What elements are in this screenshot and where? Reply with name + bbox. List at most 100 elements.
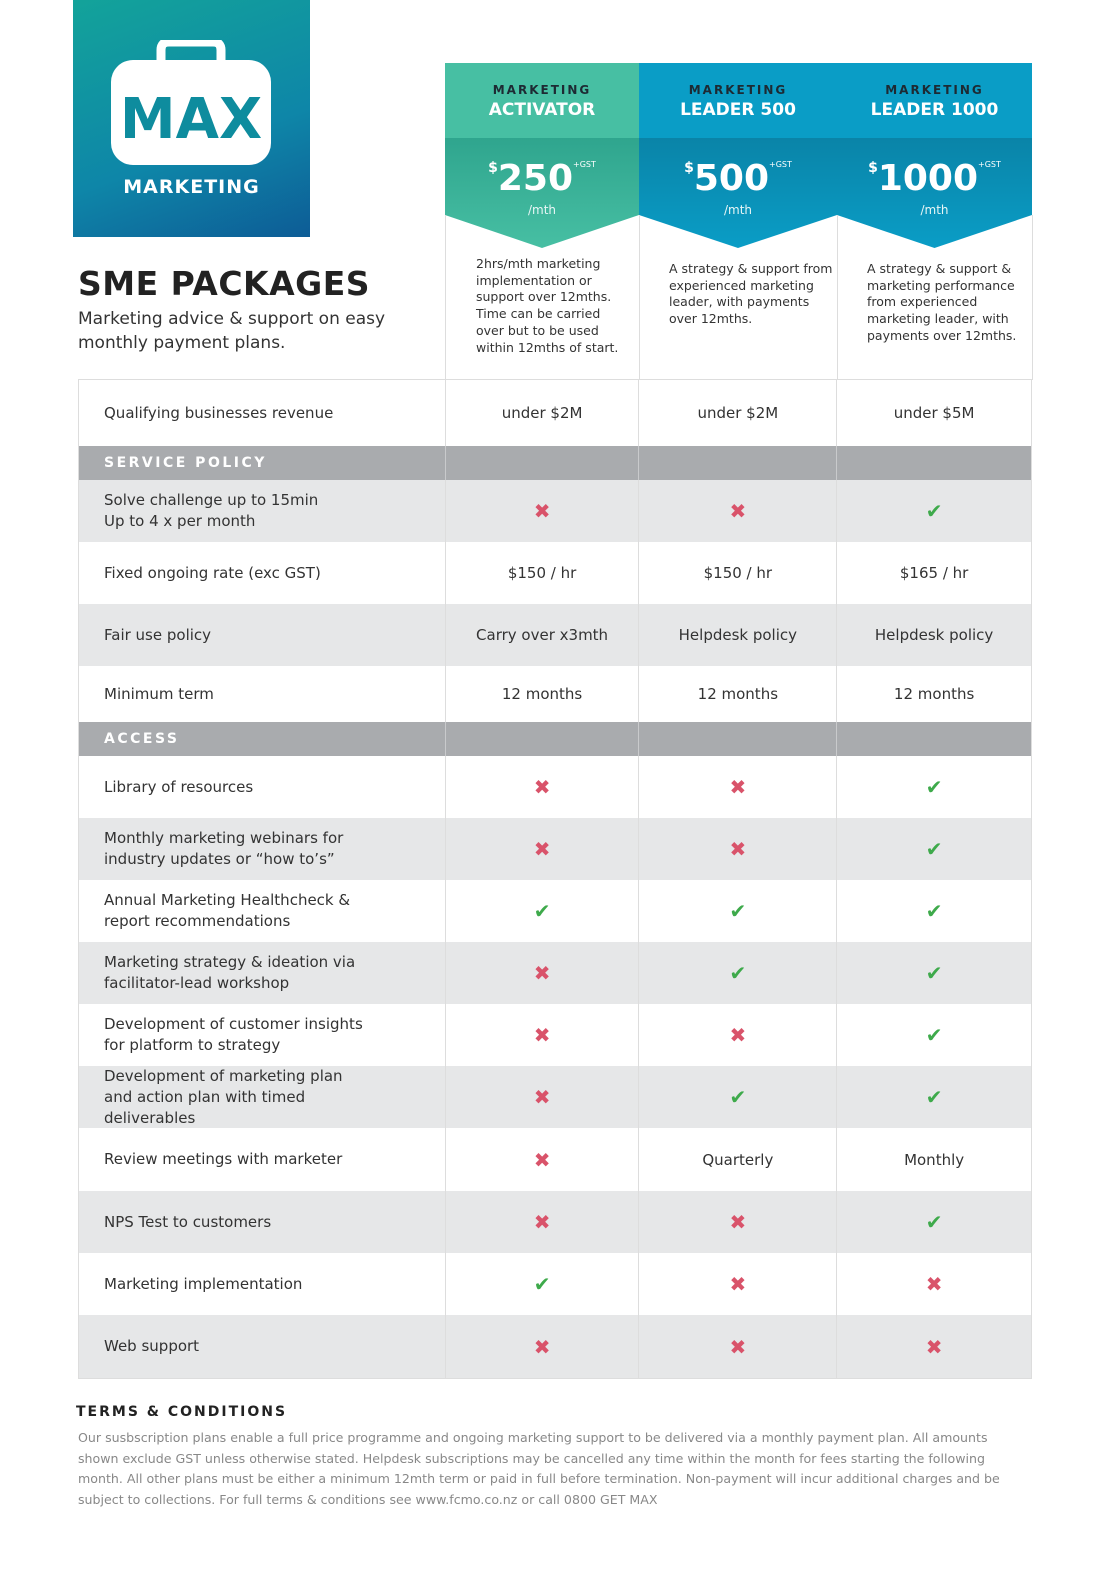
cross-icon: ✖ <box>533 1334 551 1359</box>
table-row: Minimum term 12 months 12 months 12 months <box>79 666 1031 722</box>
feature-label: Development of customer insights for pla… <box>79 1004 446 1066</box>
table-row: Fair use policy Carry over x3mth Helpdesk … <box>79 604 1031 666</box>
check-icon: ✔ <box>925 775 943 799</box>
plan-header: MARKETING LEADER 500 $500+GST /mth <box>639 63 837 248</box>
feature-label: Development of marketing plan and action… <box>79 1066 446 1128</box>
check-icon: ✔ <box>729 1085 747 1109</box>
feature-value: Carry over x3mth <box>446 604 640 666</box>
check-icon: ✔ <box>533 899 551 923</box>
feature-label: NPS Test to customers <box>79 1191 446 1253</box>
table-row: Web support ✖ ✖ ✖ <box>79 1315 1031 1378</box>
table-row: Library of resources ✖ ✖ ✔ <box>79 756 1031 818</box>
feature-label: Minimum term <box>79 666 446 722</box>
feature-value: Helpdesk policy <box>874 626 994 644</box>
column-divider <box>639 215 640 380</box>
cross-icon: ✖ <box>533 1023 551 1047</box>
cross-icon: ✖ <box>729 1023 747 1047</box>
table-row: NPS Test to customers ✖ ✖ ✔ <box>79 1191 1031 1253</box>
feature-value: $150 / hr <box>639 542 838 604</box>
table-row: Fixed ongoing rate (exc GST) $150 / hr $15… <box>79 542 1031 604</box>
cross-icon: ✖ <box>533 1085 551 1109</box>
table-row: Development of marketing plan and action… <box>79 1066 1031 1128</box>
feature-label: Web support <box>79 1315 446 1378</box>
cross-icon: ✖ <box>533 1210 551 1234</box>
plan-price: $1000+GST <box>868 158 1001 199</box>
logo-subtitle: MARKETING <box>123 176 260 198</box>
feature-label: Fair use policy <box>79 604 446 666</box>
section-title: SERVICE POLICY <box>79 446 446 480</box>
table-row: Marketing implementation ✔ ✖ ✖ <box>79 1253 1031 1315</box>
cross-icon: ✖ <box>729 775 747 799</box>
check-icon: ✔ <box>533 1272 551 1296</box>
cross-icon: ✖ <box>533 1147 551 1172</box>
terms-text: Our susbscription plans enable a full pr… <box>78 1430 1000 1507</box>
cross-icon: ✖ <box>925 1334 943 1359</box>
briefcase-icon: MAX <box>111 40 271 165</box>
plan-name: LEADER 1000 <box>870 100 999 120</box>
cross-icon: ✖ <box>729 1272 747 1296</box>
check-icon: ✔ <box>925 1023 943 1047</box>
check-icon: ✔ <box>925 1085 943 1109</box>
feature-value: $165 / hr <box>899 564 969 582</box>
feature-label: Solve challenge up to 15min Up to 4 x pe… <box>79 480 446 542</box>
table-row: Marketing strategy & ideation via facili… <box>79 942 1031 1004</box>
comparison-table: Qualifying businesses revenue under $2M un… <box>78 379 1032 1379</box>
plan-description: 2hrs/mth marketing implementation or sup… <box>476 256 619 355</box>
table-row: Development of customer insights for pla… <box>79 1004 1031 1066</box>
table-row: Monthly marketing webinars for industry … <box>79 818 1031 880</box>
check-icon: ✔ <box>925 1210 943 1234</box>
check-icon: ✔ <box>729 899 747 923</box>
page-subtitle: Marketing advice & support on easy month… <box>78 309 386 353</box>
plan-price: $500+GST <box>684 158 792 199</box>
plan-kicker: MARKETING <box>688 83 788 97</box>
feature-value: under $5M <box>893 404 975 422</box>
feature-label: Library of resources <box>79 756 446 818</box>
check-icon: ✔ <box>729 961 747 985</box>
feature-label: Review meetings with marketer <box>79 1128 446 1191</box>
plan-name: LEADER 500 <box>680 100 796 120</box>
feature-label: Annual Marketing Healthcheck & report re… <box>79 880 446 942</box>
table-row: Annual Marketing Healthcheck & report re… <box>79 880 1031 942</box>
feature-label: Marketing strategy & ideation via facili… <box>79 942 446 1004</box>
cross-icon: ✖ <box>729 1210 747 1234</box>
feature-value: 12 months <box>893 685 975 703</box>
column-divider <box>1032 215 1033 380</box>
plan-kicker: MARKETING <box>885 83 984 97</box>
plan-header: MARKETING ACTIVATOR $250+GST /mth <box>445 63 639 248</box>
column-divider <box>445 215 446 380</box>
cross-icon: ✖ <box>533 499 551 523</box>
plan-period: /mth <box>920 203 949 217</box>
page-title: SME PACKAGES <box>78 264 371 303</box>
check-icon: ✔ <box>925 961 943 985</box>
cross-icon: ✖ <box>729 837 747 861</box>
feature-value: 12 months <box>446 666 640 722</box>
terms-title: TERMS & CONDITIONS <box>76 1404 288 1420</box>
plan-kicker: MARKETING <box>492 83 592 97</box>
plan-period: /mth <box>723 203 753 217</box>
feature-value: Monthly <box>904 1150 965 1169</box>
plan-price: $250+GST <box>488 158 596 199</box>
cross-icon: ✖ <box>533 837 551 861</box>
table-row: Review meetings with marketer ✖ Quarterly M… <box>79 1128 1031 1191</box>
feature-label: Marketing implementation <box>79 1253 446 1315</box>
table-row: Qualifying businesses revenue under $2M un… <box>79 380 1031 446</box>
section-header: ACCESS <box>79 722 1031 756</box>
feature-value: 12 months <box>639 666 838 722</box>
feature-label: Fixed ongoing rate (exc GST) <box>79 542 446 604</box>
feature-value: under $2M <box>446 380 640 446</box>
column-divider <box>837 215 838 380</box>
cross-icon: ✖ <box>729 499 747 523</box>
plan-description: A strategy & support from experienced ma… <box>669 261 833 327</box>
feature-label: Qualifying businesses revenue <box>79 380 446 446</box>
cross-icon: ✖ <box>925 1272 943 1296</box>
plan-header: MARKETING LEADER 1000 $1000+GST /mth <box>837 63 1032 248</box>
plan-description: A strategy & support & marketing perform… <box>867 261 1017 343</box>
section-title: ACCESS <box>79 722 446 756</box>
plan-name: ACTIVATOR <box>488 100 596 120</box>
table-row: Solve challenge up to 15min Up to 4 x pe… <box>79 480 1031 542</box>
logo-text: MAX <box>120 87 262 152</box>
feature-value: Quarterly <box>639 1128 838 1191</box>
cross-icon: ✖ <box>533 775 551 799</box>
cross-icon: ✖ <box>533 961 551 985</box>
section-header: SERVICE POLICY <box>79 446 1031 480</box>
